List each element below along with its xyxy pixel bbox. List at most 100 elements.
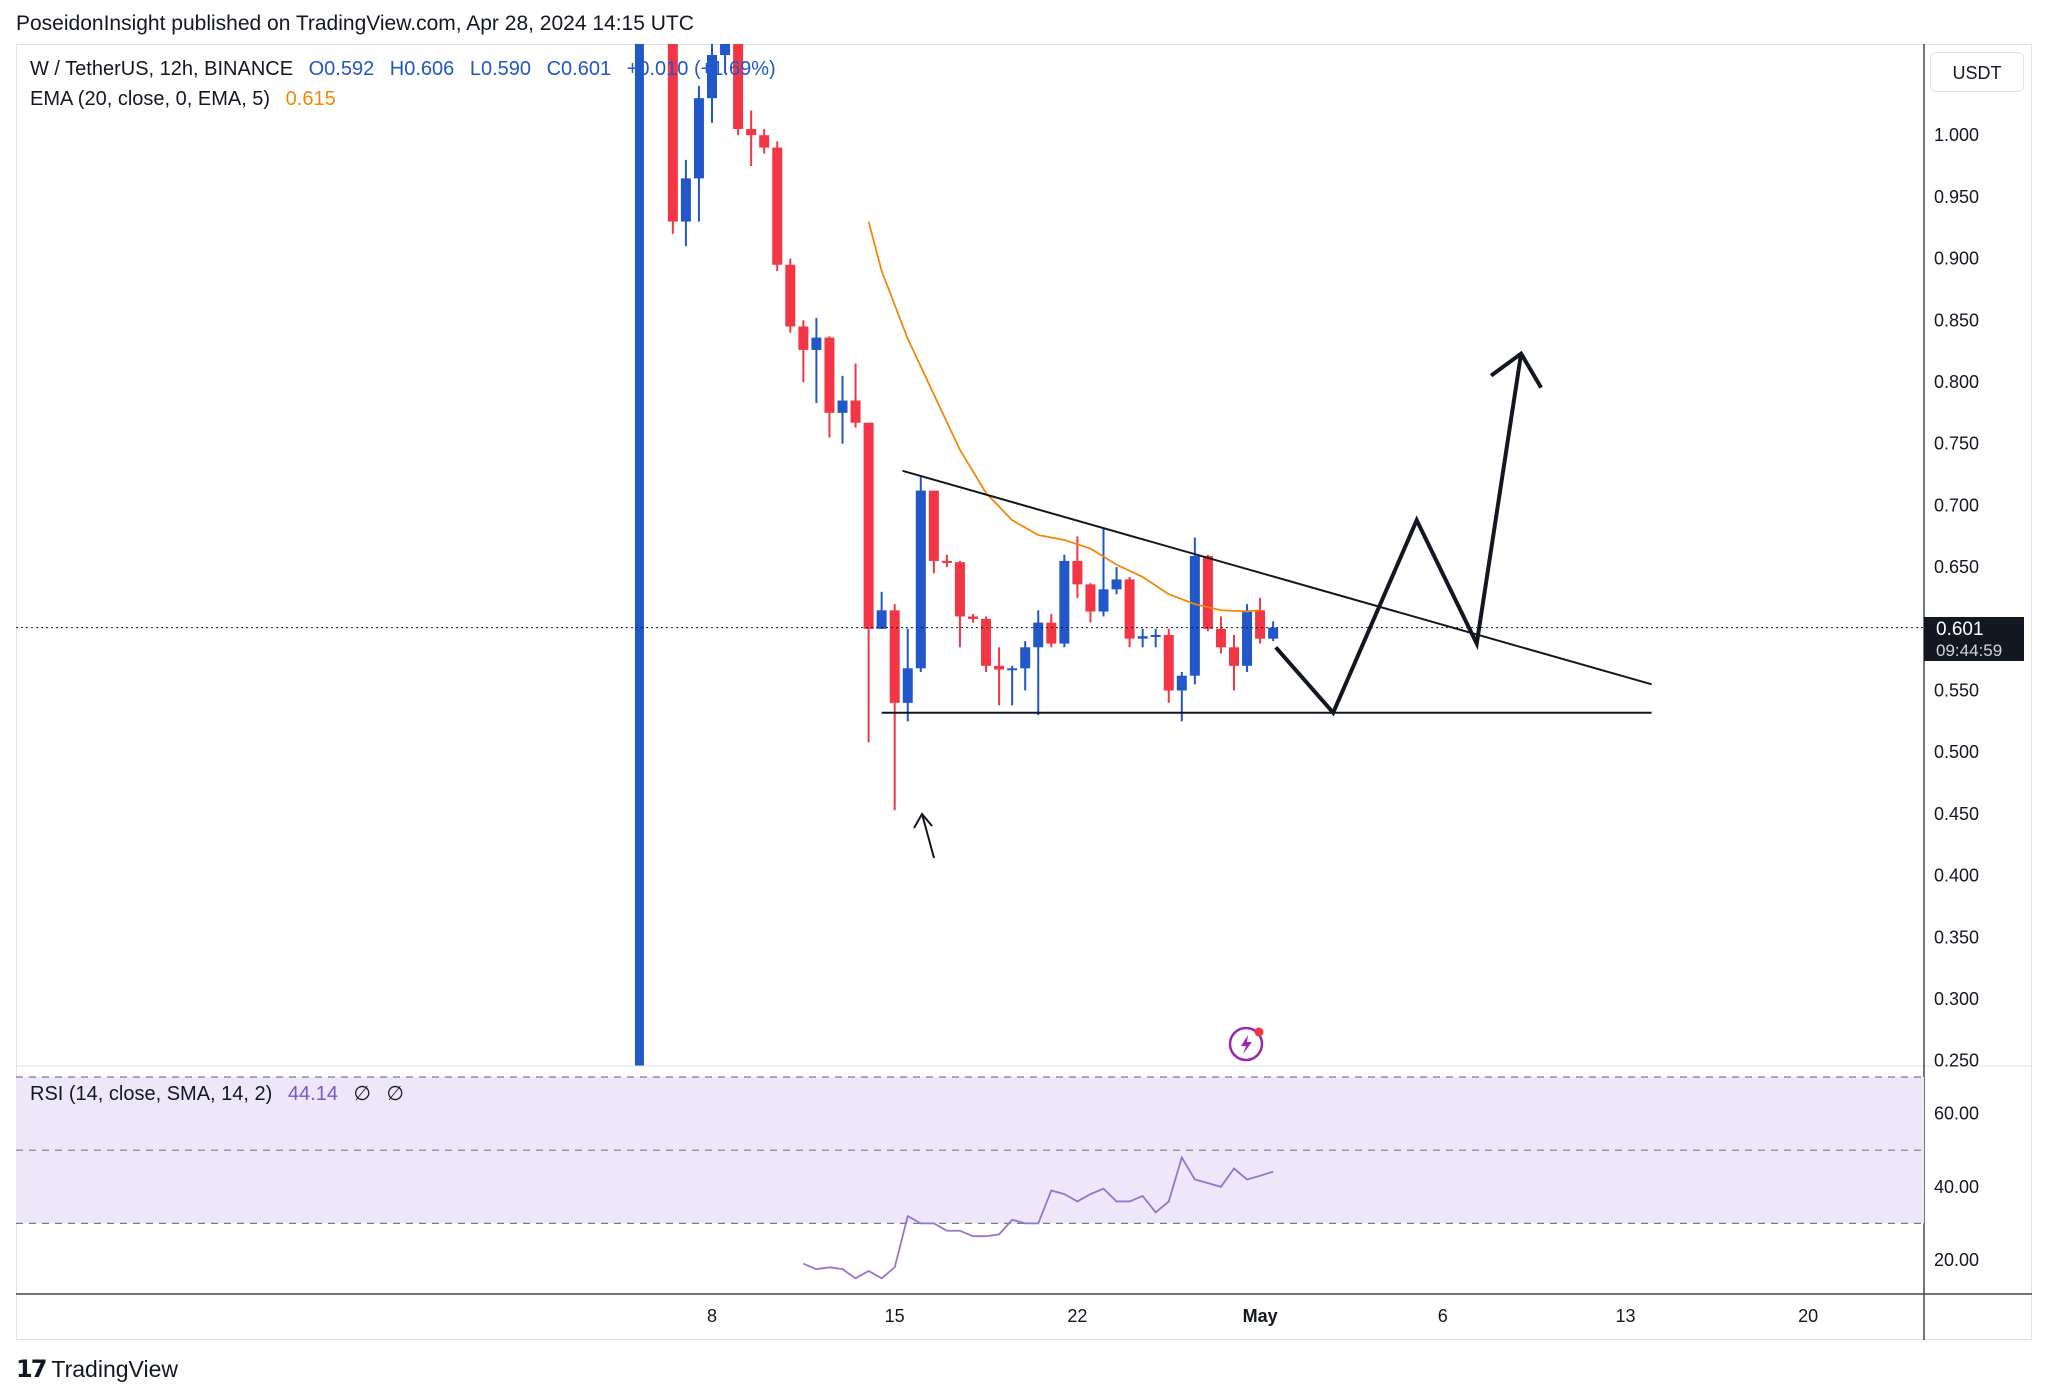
time-tick-label: 22 <box>1067 1306 1087 1326</box>
candle-body <box>954 562 965 617</box>
descending-trendline <box>902 469 1652 686</box>
notification-dot-icon <box>1254 1027 1264 1037</box>
price-tick-label: 0.300 <box>1934 989 1979 1009</box>
time-tick-label: 15 <box>885 1306 905 1326</box>
rsi-label[interactable]: RSI (14, close, SMA, 14, 2) <box>30 1083 273 1105</box>
ema-line <box>867 221 1261 613</box>
price-tick-label: 0.900 <box>1934 249 1979 269</box>
annotation-arrowhead-icon <box>913 812 933 829</box>
candle-body <box>1007 668 1018 671</box>
candle-body <box>667 44 678 222</box>
candle-body <box>850 400 861 423</box>
candle-body <box>1242 610 1253 666</box>
symbol-label[interactable]: W / TetherUS, 12h, BINANCE <box>30 58 294 80</box>
last-price-value: 0.601 <box>1936 619 1984 640</box>
ema-label[interactable]: EMA (20, close, 0, EMA, 5) <box>30 88 271 110</box>
candle-body <box>772 147 783 265</box>
price-tick-label: 0.500 <box>1934 742 1979 762</box>
candle-body <box>1137 636 1148 639</box>
price-tick-label: 0.550 <box>1934 681 1979 701</box>
candle-body <box>798 326 809 350</box>
rsi-legend: RSI (14, close, SMA, 14, 2) 44.14 ∅ ∅ <box>30 1081 414 1106</box>
candle-body <box>968 616 978 619</box>
candle-body <box>1059 560 1070 644</box>
currency-button[interactable]: USDT <box>1930 52 2024 92</box>
candle-body <box>1085 584 1096 612</box>
price-tick-label: 0.800 <box>1934 372 1979 392</box>
publisher-header: PoseidonInsight published on TradingView… <box>16 12 694 35</box>
rsi-value: 44.14 <box>287 1083 338 1105</box>
candle-body <box>1215 628 1226 648</box>
candle-body <box>1033 622 1044 648</box>
rsi-extra-2: ∅ <box>386 1083 404 1105</box>
projection-path <box>1274 353 1524 717</box>
candle-body <box>1020 647 1031 669</box>
candle-body <box>981 618 992 666</box>
rsi-extra-1: ∅ <box>353 1083 371 1105</box>
candle-body <box>941 560 952 563</box>
price-pane <box>634 44 1652 1066</box>
candle-body <box>994 665 1005 670</box>
candle-body <box>1163 634 1174 691</box>
time-tick-label: 6 <box>1438 1306 1448 1326</box>
annotation-arrow-icon <box>921 813 935 859</box>
candle-body <box>693 98 704 179</box>
time-tick-label: May <box>1243 1306 1278 1326</box>
price-tick-label: 0.650 <box>1934 557 1979 577</box>
time-tick-label: 13 <box>1615 1306 1635 1326</box>
rsi-tick-label: 60.00 <box>1934 1104 1979 1124</box>
candle-body <box>733 44 744 130</box>
ohlc-change: +0.010 (+1.69%) <box>626 58 776 80</box>
rsi-tick-label: 20.00 <box>1934 1250 1979 1270</box>
tradingview-logo[interactable]: 17 TradingView <box>16 1355 178 1383</box>
bar-countdown: 09:44:59 <box>1936 641 2003 660</box>
candle-body <box>1189 555 1200 676</box>
price-tick-label: 0.850 <box>1934 310 1979 330</box>
ohlc-low: L0.590 <box>469 58 532 80</box>
alert-ring-icon <box>1228 1026 1264 1062</box>
price-tick-label: 0.750 <box>1934 434 1979 454</box>
rsi-line <box>803 1155 1274 1280</box>
candle-body <box>1229 647 1239 666</box>
price-tick-label: 1.000 <box>1934 125 1979 145</box>
candle-body <box>915 490 926 669</box>
candle-body <box>720 44 731 55</box>
ema-legend: EMA (20, close, 0, EMA, 5) 0.615 <box>30 88 346 111</box>
candle-body <box>928 490 939 561</box>
candle-body <box>1098 589 1109 612</box>
candle-body <box>902 668 913 703</box>
candle-body <box>876 610 887 629</box>
candle-body <box>1176 675 1187 691</box>
candle-body <box>889 610 900 703</box>
price-tick-label: 0.250 <box>1934 1051 1979 1071</box>
candle-body <box>680 178 691 222</box>
candle-body <box>785 264 796 327</box>
last-price-tag: 0.601 09:44:59 <box>1924 617 2024 661</box>
candle-body <box>1202 555 1213 629</box>
time-tick-label: 8 <box>707 1306 717 1326</box>
candle-body <box>811 337 822 350</box>
ohlc-high: H0.606 <box>389 58 455 80</box>
price-tick-label: 0.400 <box>1934 866 1979 886</box>
ohlc-close: C0.601 <box>546 58 612 80</box>
candle-body <box>1072 560 1083 585</box>
candle-body <box>1255 610 1266 639</box>
price-tick-label: 0.350 <box>1934 927 1979 947</box>
candle-body <box>863 422 874 629</box>
price-tick-label: 0.950 <box>1934 187 1979 207</box>
price-tick-label: 0.700 <box>1934 495 1979 515</box>
candle-body <box>746 129 757 136</box>
candle-body <box>1111 579 1122 590</box>
candle-body <box>1046 622 1057 644</box>
tradingview-mark-icon: 17 <box>16 1355 47 1383</box>
time-tick-label: 20 <box>1798 1306 1818 1326</box>
candle-body <box>1150 634 1161 637</box>
chart-frame <box>16 44 2032 1340</box>
ohlc-open: O0.592 <box>308 58 375 80</box>
ema-value: 0.615 <box>285 88 336 110</box>
candle-body <box>1124 579 1135 639</box>
candle-body <box>707 54 717 99</box>
tradingview-brand: TradingView <box>51 1355 178 1382</box>
lightning-icon <box>1241 1035 1252 1054</box>
